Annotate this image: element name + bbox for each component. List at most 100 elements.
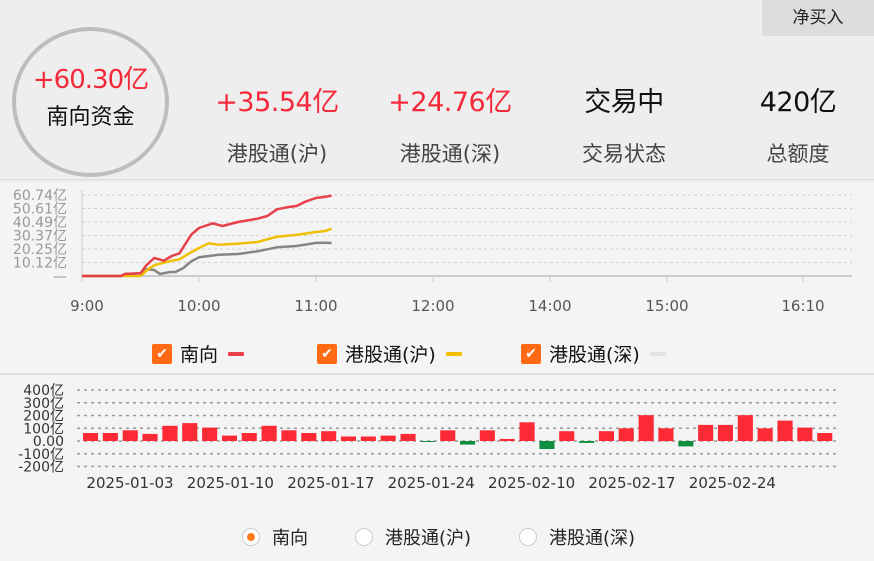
radio-label: 港股通(沪) (385, 528, 472, 549)
bar (202, 427, 218, 441)
radio-unselected-icon[interactable] (355, 528, 373, 546)
southbound-total-label: 南向资金 (46, 105, 135, 130)
radio-label: 港股通(深) (549, 528, 636, 549)
bar (539, 441, 555, 449)
stat-sh: +35.54亿 港股通(沪) (202, 80, 352, 168)
series-line-南向 (82, 194, 332, 278)
x-tick-label: 2025-02-10 (488, 474, 575, 492)
y-tick-label: 400亿 (23, 383, 64, 399)
y-tick-label: 60.74亿 (13, 188, 67, 204)
radio-label: 南向 (272, 528, 308, 549)
y-tick-label: 300亿 (23, 396, 64, 412)
y-tick-label: 40.49亿 (13, 215, 67, 231)
checkbox-checked-icon[interactable]: ✔ (152, 343, 172, 364)
x-tick-label: 11:00 (294, 297, 337, 315)
bar (698, 424, 714, 441)
series-line-港股通(沪) (82, 227, 333, 278)
checkbox-checked-icon[interactable]: ✔ (521, 343, 541, 364)
y-tick-label: 10.12亿 (13, 256, 67, 272)
series-legend: ✔ 南向 ✔ 港股通(沪) ✔ 港股通(深) (0, 340, 874, 366)
bar (360, 436, 376, 441)
radio-southbound[interactable]: 南向 (242, 524, 308, 550)
radio-selected-icon[interactable] (242, 528, 260, 546)
legend-label: 港股通(深) (549, 344, 640, 366)
stat-label: 总额度 (766, 142, 830, 166)
legend-item-sh[interactable]: ✔ 港股通(沪) (317, 340, 462, 367)
bar (340, 436, 356, 441)
y-tick-label: 20.25亿 (13, 242, 67, 258)
section-divider (0, 373, 874, 375)
x-tick-label: 2025-01-10 (187, 474, 274, 492)
bar (241, 433, 257, 441)
line-swatch (228, 351, 245, 356)
summary-header: 净买入 +60.30亿 南向资金 +35.54亿 港股通(沪) +24.76亿 … (0, 0, 874, 180)
legend-item-sz[interactable]: ✔ 港股通(深) (521, 340, 666, 367)
line-swatch (649, 351, 666, 356)
stat-sz: +24.76亿 港股通(深) (375, 80, 525, 168)
x-tick-label: 2025-02-24 (689, 474, 776, 492)
bar (142, 433, 158, 441)
y-tick-label: 0.00 (33, 434, 64, 450)
y-tick-label: -200亿 (18, 460, 64, 476)
x-tick-label: 15:00 (645, 297, 688, 315)
bar (817, 433, 833, 441)
stat-value: 交易中 (584, 87, 664, 118)
x-tick-label: 14:00 (528, 297, 571, 315)
radio-unselected-icon[interactable] (519, 528, 537, 546)
bar (102, 433, 118, 441)
stat-label: 交易状态 (582, 142, 666, 166)
bar (579, 441, 595, 443)
x-tick-label: 2025-02-17 (588, 474, 675, 492)
radio-sz[interactable]: 港股通(深) (519, 524, 635, 550)
x-tick-label: 10:00 (177, 297, 220, 315)
bar (519, 422, 535, 441)
legend-label: 港股通(沪) (345, 344, 436, 366)
bar (281, 430, 297, 441)
bar (678, 441, 694, 447)
southbound-total-value: +60.30亿 (32, 65, 149, 95)
line-swatch (445, 351, 462, 356)
x-tick-label: 12:00 (411, 297, 454, 315)
net-buy-button[interactable]: 净买入 (762, 0, 874, 36)
bar (658, 428, 674, 442)
stat-trading-status: 交易中 交易状态 (549, 80, 699, 168)
checkbox-checked-icon[interactable]: ✔ (317, 343, 337, 364)
bar (261, 425, 277, 441)
bar (777, 420, 793, 441)
bar (737, 415, 753, 441)
bar (440, 430, 456, 441)
stat-label: 港股通(深) (399, 142, 501, 166)
series-line-港股通(深) (82, 241, 332, 278)
bar (618, 428, 634, 442)
bar (301, 433, 317, 441)
radio-sh[interactable]: 港股通(沪) (355, 524, 471, 550)
bar (400, 433, 416, 441)
y-tick-label: 100亿 (23, 421, 64, 437)
bar (797, 427, 813, 441)
bar (83, 433, 99, 441)
y-tick-label: 50.61亿 (13, 202, 67, 218)
x-tick-label: 2025-01-17 (287, 474, 374, 492)
bar (221, 435, 237, 441)
bar (162, 425, 178, 441)
bar (460, 441, 476, 445)
stat-total-quota: 420亿 总额度 (723, 80, 873, 168)
bar (182, 423, 198, 441)
y-tick-label: 200亿 (23, 409, 64, 425)
bar (380, 435, 396, 441)
legend-item-southbound[interactable]: ✔ 南向 (152, 340, 245, 367)
bar (499, 439, 515, 441)
y-tick-label: -100亿 (18, 447, 64, 463)
y-tick-label: 30.37亿 (13, 229, 67, 245)
legend-label: 南向 (180, 344, 219, 366)
bar (638, 415, 654, 441)
stat-label: 港股通(沪) (226, 142, 328, 166)
stat-value: +35.54亿 (215, 87, 339, 118)
bar (598, 431, 614, 441)
bar (559, 431, 575, 441)
stat-value: 420亿 (759, 87, 837, 118)
x-tick-label: 9:00 (70, 297, 104, 315)
x-tick-label: 2025-01-24 (388, 474, 475, 492)
bar (122, 430, 138, 441)
